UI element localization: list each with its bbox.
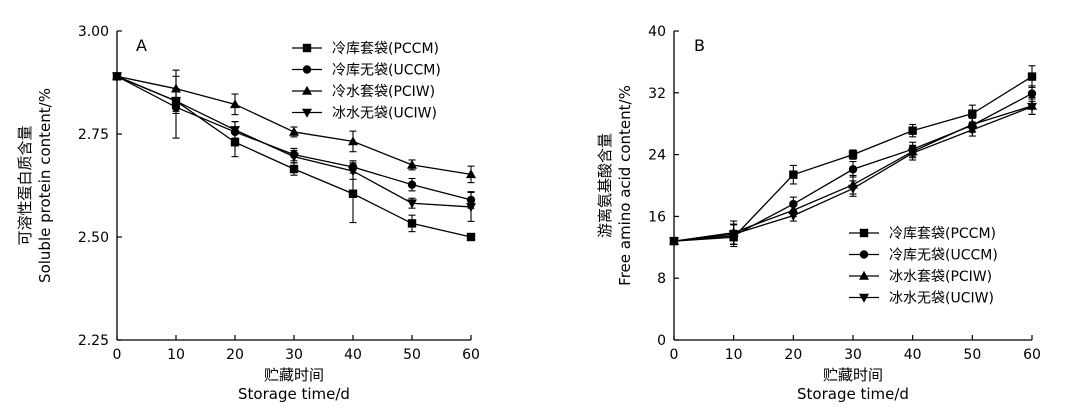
x-tick-label: 40 [904, 347, 922, 363]
data-point [848, 165, 858, 174]
data-point [907, 149, 918, 159]
x-tick-label: 10 [725, 347, 743, 363]
legend-marker [302, 108, 312, 118]
data-point [669, 237, 679, 247]
legend-label: 冷库无袋(UCCM) [332, 63, 441, 79]
x-tick-label: 50 [963, 347, 981, 363]
legend-entry: 冷库套袋(PCCM) [849, 226, 996, 242]
legend-label: 冷库套袋(PCCM) [889, 226, 996, 242]
chart-panel-a: 0 10 20 30 40 50 60 2.25 2.50 2.75 3.00 贮藏时间Storage… [16, 24, 480, 403]
y-tick-label: 0 [657, 333, 666, 349]
data-point [466, 232, 476, 242]
data-point [788, 205, 799, 215]
y-tick-label: 2.25 [78, 333, 109, 349]
x-tick-label: 30 [285, 347, 303, 363]
data-point [848, 150, 858, 159]
data-point [348, 136, 358, 146]
x-tick-label: 50 [403, 347, 421, 363]
legend-label: 冷库套袋(PCCM) [332, 41, 439, 57]
data-point [466, 169, 476, 179]
data-point [407, 159, 417, 169]
legend-marker [302, 65, 312, 74]
data-point [289, 164, 299, 174]
series-triangle-down [112, 72, 476, 222]
x-axis-title-en: Storage time/d [797, 385, 909, 403]
legend-entry: 冷水套袋(PCIW) [292, 84, 435, 100]
y-tick-label: 40 [648, 24, 666, 40]
data-point [1027, 72, 1037, 81]
y-tick-label: 16 [648, 209, 666, 225]
y-tick-label: 32 [648, 86, 666, 102]
legend-marker [302, 85, 312, 95]
x-tick-label: 60 [1023, 347, 1041, 363]
legend-entry: 冰水套袋(PCIW) [849, 269, 992, 285]
legend-marker [859, 228, 869, 238]
data-point [967, 126, 978, 136]
legend-entry: 冷库套袋(PCCM) [292, 41, 439, 57]
series-circle [669, 85, 1037, 248]
x-tick-label: 20 [784, 347, 802, 363]
legend-label: 冰水无袋(UCIW) [332, 106, 437, 122]
data-point [348, 189, 358, 198]
data-point [466, 203, 476, 213]
data-point [407, 219, 417, 228]
x-tick-label: 40 [344, 347, 362, 363]
legend-label: 冷库无袋(UCCM) [889, 248, 998, 264]
data-point [407, 199, 417, 209]
panel-letter: B [694, 36, 705, 55]
x-tick-label: 0 [670, 347, 679, 363]
data-point [728, 230, 739, 240]
y-axis-title-en: Soluble protein content/% [36, 88, 54, 283]
legend-label: 冷水套袋(PCIW) [332, 84, 435, 100]
legend-marker [859, 293, 869, 303]
data-point [1027, 102, 1037, 112]
data-point [407, 180, 417, 189]
y-axis-title-cn: 游离氨基酸含量 [596, 133, 614, 238]
data-point [789, 170, 798, 179]
data-point [348, 167, 358, 177]
series-triangle-down [669, 98, 1037, 247]
y-tick-label: 8 [657, 271, 666, 287]
legend-entry: 冰水无袋(UCIW) [849, 291, 994, 307]
x-axis-title-en: Storage time/d [238, 385, 350, 403]
y-axis-title-cn: 可溶性蛋白质含量 [16, 125, 34, 245]
data-point [289, 126, 299, 136]
data-point [230, 126, 240, 136]
data-point [171, 97, 181, 107]
legend-entry: 冰水无袋(UCIW) [292, 106, 437, 122]
panel-letter: A [136, 36, 147, 55]
y-axis-title-en: Free amino acid content/% [616, 85, 634, 286]
x-tick-label: 60 [462, 347, 480, 363]
legend-entry: 冷库无袋(UCCM) [849, 248, 998, 264]
legend-marker [859, 270, 869, 280]
data-point [112, 72, 122, 82]
data-point [171, 83, 181, 93]
x-tick-label: 20 [226, 347, 244, 363]
legend-label: 冰水套袋(PCIW) [889, 269, 992, 285]
legend-marker [302, 43, 312, 53]
data-point [289, 152, 299, 162]
x-tick-label: 30 [844, 347, 862, 363]
data-point [230, 99, 240, 109]
y-tick-label: 3.00 [78, 24, 109, 40]
legend-marker [859, 250, 869, 259]
data-point [968, 109, 977, 118]
y-tick-label: 24 [648, 148, 666, 164]
legend-label: 冰水无袋(UCIW) [889, 291, 994, 307]
y-tick-label: 2.75 [78, 127, 109, 143]
data-point [788, 211, 799, 221]
series-square [669, 65, 1037, 246]
x-axis-title-cn: 贮藏时间 [823, 366, 883, 384]
legend-entry: 冷库无袋(UCCM) [292, 63, 441, 79]
y-tick-label: 2.50 [78, 230, 109, 246]
data-point [1027, 89, 1037, 98]
x-tick-label: 10 [167, 347, 185, 363]
x-tick-label: 0 [113, 347, 122, 363]
x-axis-title-cn: 贮藏时间 [264, 366, 324, 384]
data-point [908, 126, 917, 135]
data-point [848, 184, 858, 194]
